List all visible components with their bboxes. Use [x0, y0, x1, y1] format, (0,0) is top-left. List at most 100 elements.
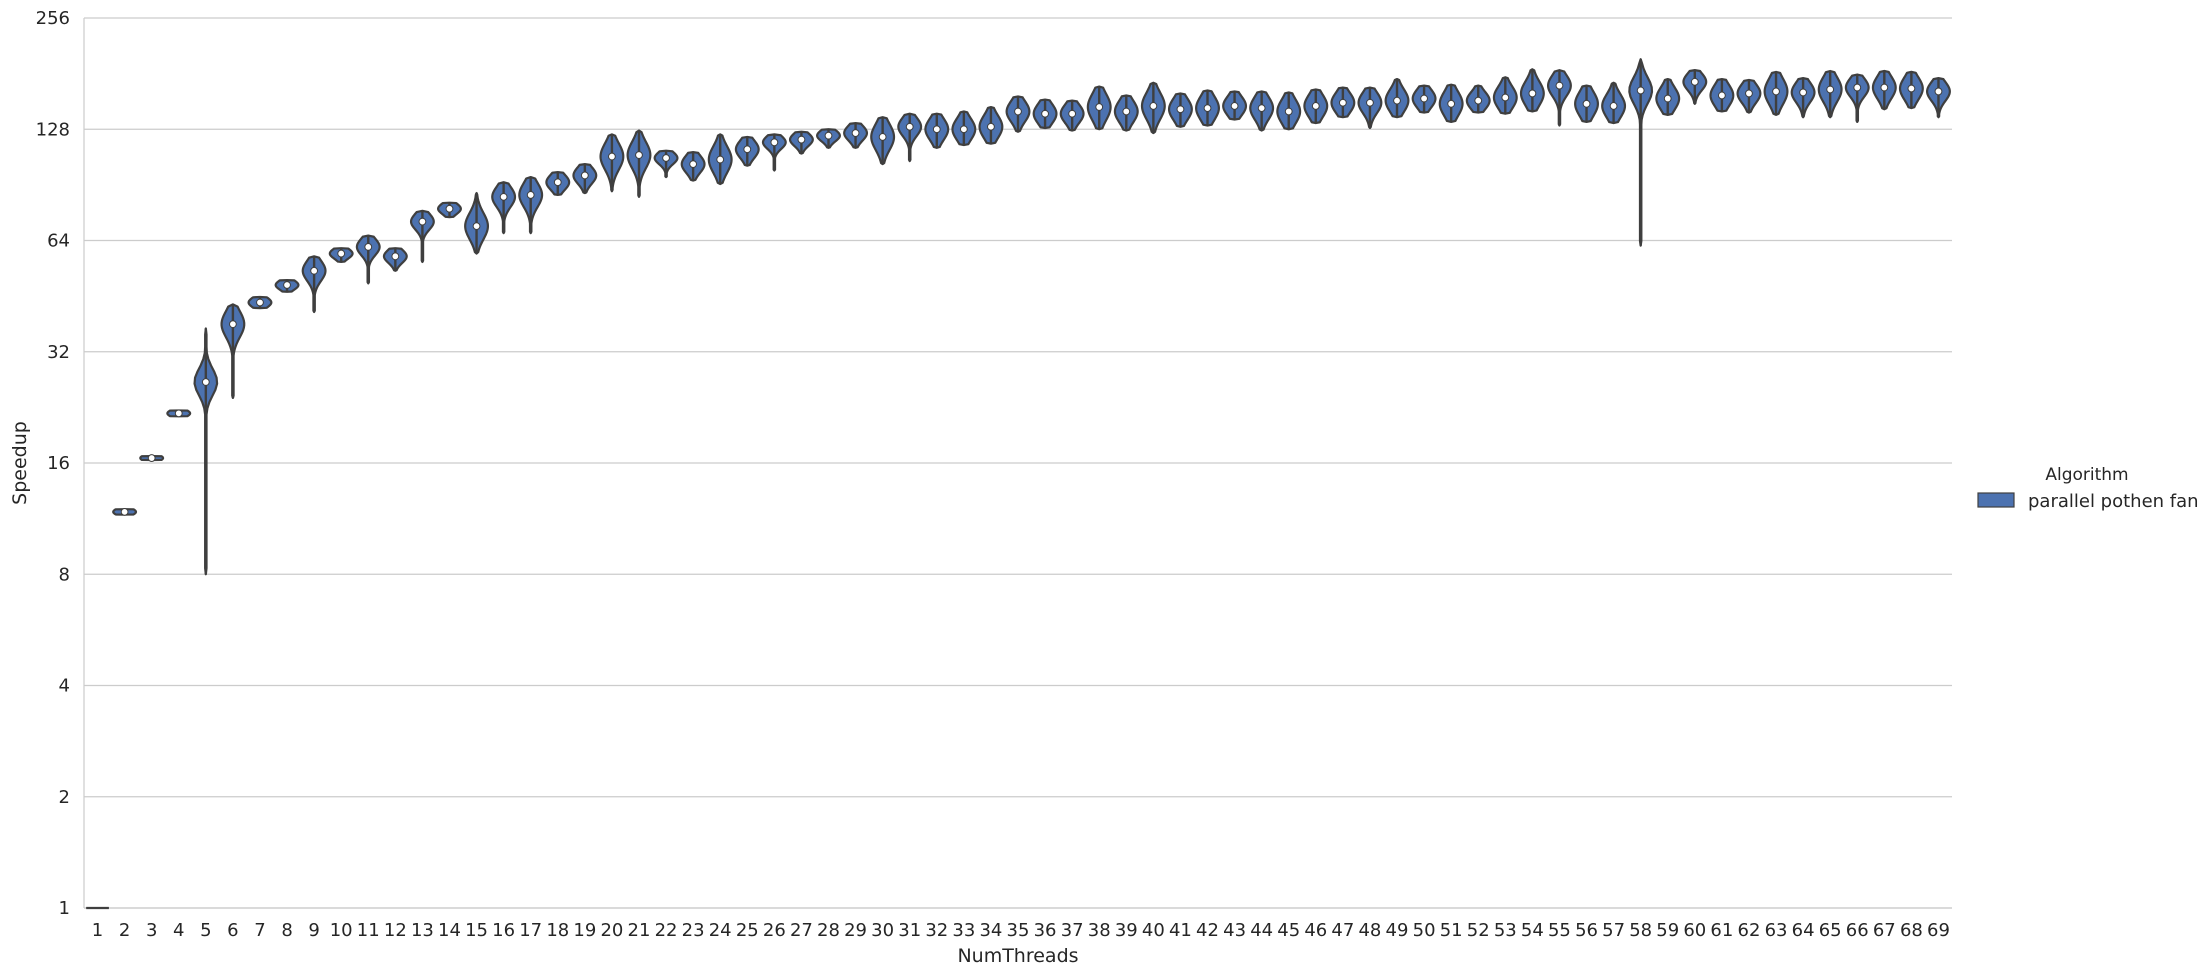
x-tick-label: 10 [330, 920, 353, 941]
median-point [256, 298, 264, 307]
legend-entry-parallel-pothen-fan: parallel pothen fan [2028, 491, 2199, 512]
median-point [932, 125, 941, 134]
median-point [445, 204, 454, 213]
violin-40 [1140, 81, 1166, 135]
violin-31 [897, 112, 923, 163]
violin-22 [653, 149, 679, 179]
x-tick-label: 67 [1873, 920, 1896, 941]
violin-45 [1276, 91, 1302, 131]
median-point [824, 131, 833, 140]
violin-65 [1817, 69, 1843, 119]
violin-59 [1655, 77, 1681, 116]
y-tick-label: 256 [36, 8, 70, 29]
y-tick-label: 1 [59, 898, 70, 919]
violin-12 [382, 247, 408, 272]
x-tick-label: 30 [871, 920, 894, 941]
x-tick-label: 43 [1223, 920, 1246, 941]
x-tick-label: 52 [1467, 920, 1490, 941]
violin-33 [951, 110, 977, 147]
y-tick-label: 64 [47, 231, 70, 252]
median-point [364, 242, 373, 251]
x-tick-label: 44 [1250, 920, 1273, 941]
median-point [1582, 99, 1591, 108]
violin-56 [1574, 84, 1599, 123]
x-tick-label: 68 [1900, 920, 1923, 941]
x-tick-label: 24 [709, 920, 732, 941]
x-tick-label: 25 [736, 920, 759, 941]
violin-23 [680, 151, 706, 182]
median-point [1393, 96, 1401, 105]
median-point [553, 178, 562, 187]
y-axis-title: Speedup [9, 421, 31, 505]
median-point [499, 192, 508, 201]
violin-62 [1736, 78, 1762, 114]
x-tick-label: 36 [1034, 920, 1057, 941]
violin-61 [1709, 77, 1735, 113]
x-tick-label: 28 [817, 920, 840, 941]
median-point [1636, 86, 1645, 95]
violin-4 [166, 409, 192, 418]
median-point [959, 125, 968, 134]
median-point [1717, 91, 1726, 100]
median-point [1311, 102, 1320, 110]
x-tick-label: 14 [438, 920, 461, 941]
median-point [201, 378, 210, 386]
median-point [1447, 99, 1456, 108]
x-tick-label: 48 [1358, 920, 1381, 941]
x-tick-label: 21 [628, 920, 651, 941]
median-point [1690, 77, 1699, 86]
x-tick-label: 39 [1115, 920, 1138, 941]
x-tick-label: 58 [1629, 920, 1652, 941]
violin-30 [870, 116, 896, 166]
x-tick-label: 4 [173, 920, 184, 941]
median-point [1014, 107, 1022, 116]
violin-34 [978, 105, 1004, 145]
x-tick-label: 3 [146, 920, 157, 941]
x-tick-label: 55 [1548, 920, 1571, 941]
violins [86, 58, 1951, 910]
median-point [1230, 102, 1239, 110]
violin-7 [247, 295, 273, 310]
violin-46 [1303, 88, 1329, 125]
x-tick-label: 61 [1710, 920, 1733, 941]
violin-55 [1546, 69, 1572, 127]
violin-63 [1763, 70, 1789, 116]
violin-36 [1032, 98, 1058, 130]
median-point [1474, 96, 1483, 105]
median-point [635, 151, 643, 159]
legend: Algorithm parallel pothen fan [1977, 465, 2199, 512]
violin-24 [707, 133, 733, 186]
violin-48 [1357, 86, 1383, 130]
median-point [1880, 83, 1889, 92]
x-tick-label: 46 [1304, 920, 1327, 941]
x-tick-label: 12 [384, 920, 407, 941]
x-tick-label: 42 [1196, 920, 1219, 941]
x-tick-label: 2 [119, 920, 130, 941]
median-point [337, 249, 346, 258]
violin-2 [112, 507, 138, 516]
median-point [1907, 84, 1916, 93]
violin-10 [328, 247, 354, 264]
y-tick-label: 4 [59, 676, 70, 697]
x-tick-label: 26 [763, 920, 786, 941]
median-point [770, 138, 779, 147]
median-point [1555, 81, 1564, 90]
median-point [1528, 89, 1537, 98]
violin-68 [1898, 70, 1924, 110]
violin-8 [274, 279, 300, 293]
x-tick-label: 57 [1602, 920, 1625, 941]
x-tick-label: 54 [1521, 920, 1544, 941]
x-tick-label: 35 [1007, 920, 1030, 941]
violin-50 [1411, 84, 1437, 114]
violin-39 [1113, 94, 1139, 132]
violin-16 [491, 181, 517, 235]
x-tick-label: 15 [465, 920, 488, 941]
y-tick-label: 32 [47, 342, 70, 363]
y-tick-label: 128 [36, 119, 70, 140]
median-point [1149, 102, 1158, 110]
median-point [1934, 87, 1943, 96]
violin-21 [626, 129, 652, 198]
x-tick-label: 40 [1142, 920, 1165, 941]
violin-42 [1195, 89, 1220, 127]
